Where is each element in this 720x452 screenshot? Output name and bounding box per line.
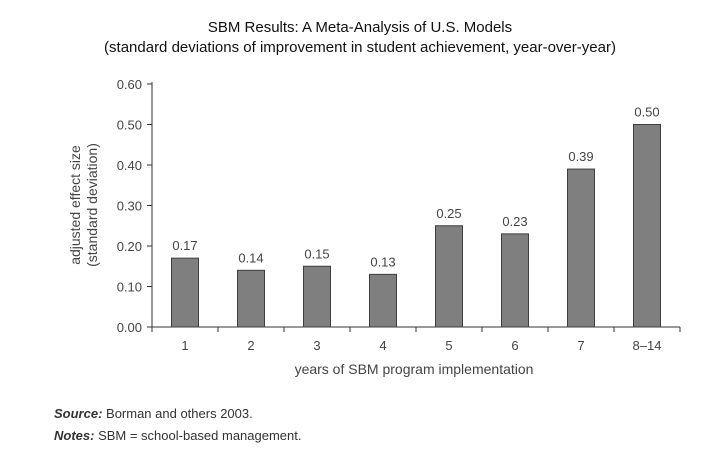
- data-label: 0.14: [238, 250, 263, 265]
- data-label: 0.39: [568, 149, 593, 164]
- chart-subtitle: (standard deviations of improvement in s…: [104, 39, 616, 56]
- y-tick-label: 0.50: [117, 118, 142, 133]
- y-axis-title: adjusted effect size (standard deviation…: [67, 143, 100, 267]
- data-label: 0.50: [634, 105, 659, 120]
- source-text: Borman and others 2003.: [102, 406, 253, 421]
- x-tick-label: 8–14: [633, 338, 662, 353]
- x-tick-label: 3: [313, 338, 320, 353]
- y-axis-title-line2: (standard deviation): [84, 143, 100, 267]
- y-tick-label: 0.30: [117, 199, 142, 214]
- x-tick-label: 1: [181, 338, 188, 353]
- chart-title: SBM Results: A Meta-Analysis of U.S. Mod…: [207, 19, 513, 36]
- notes-text: SBM = school-based management.: [94, 428, 302, 443]
- source-note: Source: Borman and others 2003.: [54, 403, 301, 425]
- y-axis-title-line1: adjusted effect size: [67, 145, 83, 265]
- data-label: 0.25: [436, 206, 461, 221]
- notes-label: Notes:: [54, 428, 95, 443]
- chart-notes: Source: Borman and others 2003. Notes: S…: [54, 403, 301, 447]
- data-label: 0.15: [304, 246, 329, 261]
- bar: [435, 225, 463, 328]
- y-tick-label: 0.40: [117, 158, 142, 173]
- y-tick-label: 0.20: [117, 239, 142, 254]
- x-tick-label: 5: [445, 338, 452, 353]
- y-tick-label: 0.60: [117, 77, 142, 92]
- x-axis-title: years of SBM program implementation: [295, 361, 534, 377]
- plot-area: 0.00 0.10 0.20 0.30 0.40 0.50 0.60 0.17 1 0.14 2 0.…: [117, 77, 681, 353]
- bar: [303, 265, 331, 328]
- source-label: Source:: [54, 406, 103, 421]
- bar: [501, 233, 529, 328]
- x-tick-label: 6: [511, 338, 518, 353]
- x-tick-label: 4: [379, 338, 386, 353]
- notes-note: Notes: SBM = school-based management.: [54, 425, 301, 447]
- bar: [633, 124, 661, 328]
- y-tick-label: 0.10: [117, 280, 142, 295]
- bar: [567, 168, 595, 328]
- bar: [237, 269, 265, 328]
- data-label: 0.17: [172, 238, 197, 253]
- y-tick-label: 0.00: [117, 320, 142, 335]
- bar: [369, 273, 397, 328]
- data-label: 0.13: [370, 254, 395, 269]
- data-label: 0.23: [502, 214, 527, 229]
- x-tick-label: 2: [247, 338, 254, 353]
- bar: [171, 257, 199, 328]
- x-tick-label: 7: [577, 338, 584, 353]
